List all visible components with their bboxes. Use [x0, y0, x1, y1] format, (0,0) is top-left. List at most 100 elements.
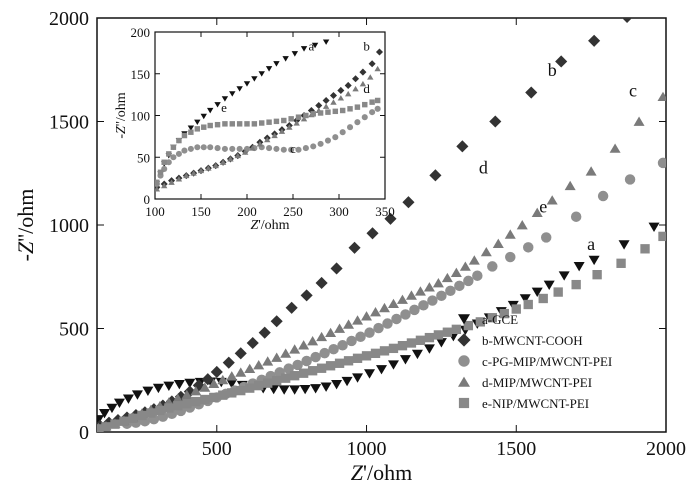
main-point-e	[442, 327, 453, 337]
main-point-a	[648, 222, 660, 233]
main-y-tick-label: 500	[59, 319, 89, 341]
inset-point-c	[187, 145, 194, 152]
main-point-e	[523, 299, 533, 310]
main-point-c	[301, 355, 312, 367]
inset-point-c	[165, 159, 172, 166]
main-point-c	[319, 347, 330, 359]
main-point-e	[263, 378, 273, 388]
main-point-a	[106, 403, 118, 414]
main-point-a	[173, 379, 185, 390]
inset-series-d	[155, 65, 381, 192]
main-point-d	[217, 374, 229, 385]
legend-label-e: e-NIP/MWCNT-PEI	[482, 396, 589, 411]
inset-point-e	[288, 116, 294, 122]
inset-point-d	[161, 182, 168, 189]
inset-point-b	[315, 101, 323, 109]
main-point-d	[262, 356, 274, 366]
main-point-a	[331, 379, 343, 390]
inset-point-d	[293, 120, 300, 126]
main-point-b	[489, 115, 502, 128]
main-point-e	[475, 317, 486, 327]
main-point-b	[348, 241, 361, 254]
main-point-d	[459, 261, 471, 271]
inset-point-e	[166, 151, 172, 157]
main-point-d	[480, 246, 492, 257]
inset-y-axis-title: -Z''/ohm	[114, 92, 129, 138]
inset-point-c	[332, 134, 339, 141]
inset-point-d	[241, 149, 249, 155]
inset-point-c	[229, 145, 236, 152]
main-point-c	[487, 261, 498, 272]
main-point-e	[451, 324, 462, 335]
inset-point-e	[317, 110, 324, 116]
main-point-e	[397, 341, 408, 351]
inset-point-e	[181, 132, 188, 139]
inset-data-points	[155, 39, 383, 192]
main-curve-label-e: e	[539, 197, 547, 217]
inset-point-e	[332, 108, 339, 115]
inset-point-d	[374, 65, 381, 72]
inset-point-d	[212, 162, 219, 169]
main-point-e	[289, 371, 300, 381]
inset-point-d	[352, 85, 359, 92]
main-point-e	[343, 356, 354, 366]
inset-point-d	[278, 128, 286, 134]
inset-point-e	[273, 118, 280, 125]
main-point-e	[406, 338, 417, 348]
inset-point-a	[273, 61, 280, 67]
inset-point-e	[188, 129, 194, 135]
legend-item-c: c-PG-MIP/MWCNT-PEI	[458, 354, 612, 369]
main-x-tick-label: 1000	[347, 438, 387, 460]
main-point-b	[234, 347, 247, 360]
main-y-tick-label: 1000	[49, 215, 89, 237]
inset-point-c	[170, 154, 177, 161]
main-point-d	[289, 344, 301, 354]
main-point-e	[370, 348, 381, 359]
main-point-e	[538, 293, 548, 304]
main-point-d	[361, 311, 373, 321]
main-point-e	[280, 373, 291, 383]
main-point-d	[396, 294, 408, 304]
main-point-d	[298, 340, 310, 350]
main-data-points	[97, 18, 666, 432]
main-point-a	[320, 382, 332, 392]
inset-point-c	[374, 105, 381, 112]
main-point-e	[191, 396, 201, 407]
main-point-d	[657, 91, 666, 102]
main-point-e	[361, 351, 372, 361]
main-point-d	[609, 143, 621, 153]
inset-point-e	[303, 112, 309, 119]
main-point-a	[364, 369, 376, 379]
main-x-tick-label: 1500	[496, 438, 536, 460]
main-point-c	[570, 211, 582, 222]
inset-point-c	[361, 114, 368, 121]
inset-point-b	[344, 81, 352, 89]
inset-point-c	[302, 145, 309, 152]
main-point-c	[436, 290, 447, 302]
inset-point-d	[330, 99, 337, 105]
main-point-d	[546, 195, 558, 205]
main-point-a	[310, 384, 322, 394]
legend-marker-b	[457, 333, 471, 347]
main-y-tick-label: 1500	[49, 112, 89, 134]
main-point-d	[492, 238, 504, 249]
main-point-c	[463, 275, 474, 287]
main-point-d	[181, 389, 193, 400]
inset-point-a	[214, 102, 221, 108]
main-point-d	[405, 290, 417, 300]
inset-point-d	[345, 90, 352, 97]
inset-plot: 100 150 200 250 300 350050100150200Z'/ohm-Z''…	[114, 25, 395, 233]
inset-point-e	[214, 121, 221, 128]
inset-point-d	[197, 167, 205, 174]
main-point-e	[182, 398, 192, 409]
main-point-a	[163, 381, 175, 391]
main-point-b	[456, 140, 469, 153]
main-point-e	[298, 368, 309, 378]
inset-point-e	[281, 117, 287, 124]
main-point-d	[343, 319, 355, 329]
main-point-d	[468, 255, 480, 265]
main-point-a	[531, 287, 543, 298]
inset-point-d	[286, 124, 293, 130]
inset-point-b	[322, 96, 330, 104]
